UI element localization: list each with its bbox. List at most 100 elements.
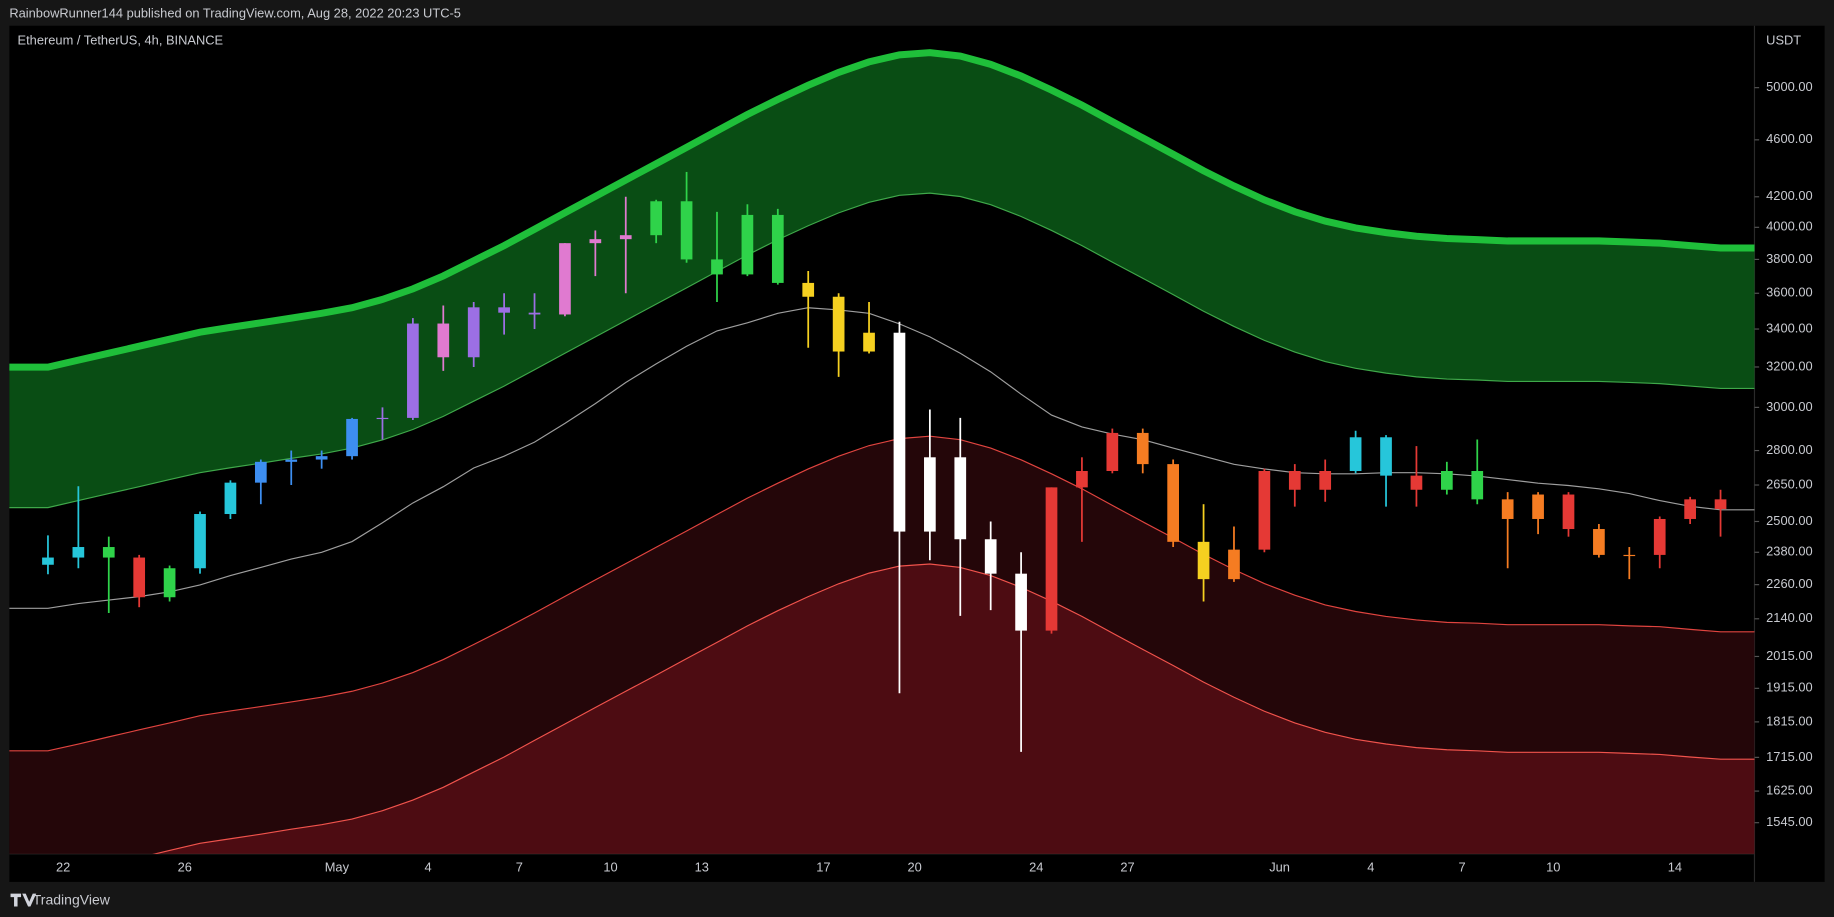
- candle-body: [1197, 541, 1210, 580]
- candle-body: [1441, 470, 1453, 490]
- y-tick-label: 2380.00: [1766, 544, 1812, 559]
- candle-body: [528, 312, 541, 315]
- y-tick-label: 4000.00: [1766, 219, 1812, 234]
- band-line: [152, 563, 1755, 854]
- y-tick-label: 2260.00: [1766, 576, 1812, 591]
- candle-body: [1349, 437, 1362, 471]
- candle-body: [346, 418, 358, 457]
- y-tick-label: 2800.00: [1766, 442, 1812, 457]
- x-tick-label: 22: [56, 859, 70, 874]
- candle-body: [1015, 573, 1027, 631]
- y-tick-label: 2500.00: [1766, 513, 1812, 528]
- candle-body: [863, 332, 875, 352]
- plot-area: [9, 49, 1755, 854]
- candle-body: [1288, 470, 1301, 490]
- candle-body: [680, 201, 693, 260]
- candle-body: [42, 557, 54, 565]
- candle-body: [832, 296, 845, 352]
- candle-body: [893, 332, 906, 532]
- symbol-title: Ethereum / TetherUS, 4h, BINANCE: [18, 32, 224, 47]
- y-tick-label: 1545.00: [1766, 814, 1812, 829]
- y-unit: USDT: [1766, 32, 1801, 47]
- candle-body: [1653, 518, 1666, 555]
- publish-info: RainbowRunner144 published on TradingVie…: [9, 5, 461, 20]
- x-tick-label: 14: [1668, 859, 1682, 874]
- x-tick-label: Jun: [1269, 859, 1290, 874]
- band-fill: [9, 436, 1755, 854]
- candle-body: [589, 239, 602, 244]
- x-tick-label: 4: [425, 859, 432, 874]
- candle-body: [1045, 487, 1058, 631]
- candle-body: [619, 235, 632, 240]
- candle-body: [437, 323, 450, 358]
- candle-body: [771, 214, 784, 283]
- candle-body: [559, 243, 571, 315]
- x-tick-label: 4: [1367, 859, 1374, 874]
- candle-body: [315, 456, 328, 460]
- candle-body: [1106, 432, 1119, 471]
- y-tick-label: 3600.00: [1766, 285, 1812, 300]
- moving-average: [9, 307, 1755, 609]
- candle-body: [924, 457, 936, 532]
- x-tick-label: 27: [1120, 859, 1134, 874]
- band-line: [9, 192, 1755, 509]
- candle-body: [1258, 470, 1271, 550]
- y-tick-label: 3000.00: [1766, 399, 1812, 414]
- y-tick-label: 4600.00: [1766, 131, 1812, 146]
- x-tick-label: 26: [178, 859, 192, 874]
- y-tick-label: 4200.00: [1766, 188, 1812, 203]
- y-tick-label: 3800.00: [1766, 251, 1812, 266]
- candle-body: [954, 457, 967, 540]
- candle-body: [1714, 499, 1727, 510]
- candle-body: [194, 514, 206, 569]
- y-tick-label: 1715.00: [1766, 749, 1812, 764]
- band-fill: [155, 563, 1755, 854]
- band-line: [9, 435, 1755, 752]
- candle-body: [1623, 554, 1636, 557]
- x-tick-label: May: [325, 859, 350, 874]
- candle-body: [1532, 494, 1544, 519]
- candle-body: [163, 568, 176, 598]
- candle-body: [498, 307, 510, 313]
- y-tick-label: 1915.00: [1766, 680, 1812, 695]
- candle-body: [984, 539, 997, 574]
- candle-body: [254, 461, 267, 483]
- candle-body: [1167, 464, 1179, 542]
- candle-body: [1471, 470, 1484, 500]
- x-tick-label: 10: [1546, 859, 1560, 874]
- candle-body: [285, 459, 298, 462]
- band-fill: [9, 52, 1755, 508]
- candle-body: [1593, 529, 1605, 555]
- x-tick-label: 7: [1458, 859, 1465, 874]
- candle-body: [1319, 470, 1332, 490]
- candle-body: [1380, 437, 1392, 476]
- y-tick-label: 3400.00: [1766, 320, 1812, 335]
- x-tick-label: 24: [1029, 859, 1043, 874]
- candle-body: [1501, 499, 1514, 519]
- candle-body: [376, 417, 389, 420]
- candle-body: [72, 547, 85, 558]
- brand: TradingView: [33, 891, 111, 907]
- candle-body: [1076, 470, 1088, 488]
- y-tick-label: 1815.00: [1766, 713, 1812, 728]
- x-tick-label: 7: [516, 859, 523, 874]
- candle-body: [1562, 494, 1575, 530]
- candle-body: [1684, 499, 1696, 519]
- candle-body: [1228, 549, 1240, 580]
- x-tick-label: 20: [908, 859, 922, 874]
- y-tick-label: 3200.00: [1766, 358, 1812, 373]
- candle-body: [1136, 432, 1149, 465]
- y-tick-label: 2650.00: [1766, 476, 1812, 491]
- x-tick-label: 17: [816, 859, 830, 874]
- candle-body: [711, 259, 723, 275]
- y-tick-label: 1625.00: [1766, 782, 1812, 797]
- candle-body: [1410, 475, 1423, 490]
- candle-body: [133, 557, 146, 598]
- candle-body: [102, 547, 115, 558]
- x-tick-label: 13: [695, 859, 709, 874]
- candle-body: [407, 323, 419, 418]
- x-tick-label: 10: [603, 859, 617, 874]
- band-line: [9, 49, 1755, 371]
